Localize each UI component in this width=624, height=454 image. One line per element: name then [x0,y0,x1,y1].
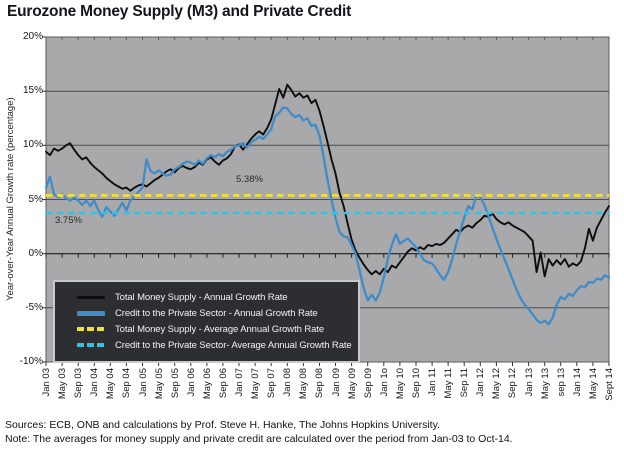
x-tick-label: Jan 14 [572,368,583,397]
solid-line-swatch [77,295,105,299]
x-tick-label: May 13 [540,368,551,400]
legend-item-label: Credit to the Private Sector- Average An… [115,339,352,351]
x-tick-label: Sep 12 [507,368,518,399]
x-tick-label: Sep 10 [411,368,422,399]
x-tick-label: Jan 05 [138,368,149,397]
credit-average-annotation: 3.75% [55,215,82,226]
x-tick-label: Sep 06 [218,368,229,399]
x-tick-label: sep 13 [556,368,567,397]
x-tick-label: Jan 08 [282,368,293,397]
x-tick-label: Sept 14 [604,368,615,401]
dashed-line-swatch [77,342,105,348]
x-tick-label: Jan 13 [524,368,535,397]
series-line [45,83,610,278]
chart-title: Eurozone Money Supply (M3) and Private C… [7,3,352,20]
y-tick-label: -10% [19,356,43,367]
x-tick-label: Sep 03 [73,368,84,399]
y-tick-label: -5% [25,302,43,313]
x-tick-label: May 07 [250,368,261,400]
x-tick-label: May 09 [347,368,358,400]
x-tick-label: Jan 06 [186,368,197,397]
solid-line-swatch [77,310,105,316]
chart-legend: Total Money Supply - Annual Growth Rate C… [53,280,360,363]
dashed-line-swatch [77,326,105,332]
legend-item-label: Total Money Supply - Average Annual Grow… [115,323,324,335]
note-line: Note: The averages for money supply and … [5,432,513,445]
x-tick-label: May 06 [202,368,213,400]
x-tick-label: May 14 [588,368,599,400]
y-tick-label: 15% [22,85,43,96]
y-tick-label: 10% [22,139,43,150]
x-tick-label: May 08 [298,368,309,400]
x-tick-label: May 10 [395,368,406,400]
legend-item: Credit to the Private Sector- Average An… [77,337,354,353]
series-line [44,106,611,326]
x-tick-label: Jan 12 [475,368,486,397]
x-tick-label: Jan 11 [427,368,438,396]
sources-line: Sources: ECB, ONB and calculations by Pr… [5,419,440,431]
x-tick-label: May 03 [57,368,68,400]
legend-item: Total Money Supply - Average Annual Grow… [77,321,354,337]
x-tick-label: May 04 [105,368,116,400]
y-tick-label: 0% [28,248,43,259]
x-tick-label: May 05 [154,368,165,400]
legend-item: Total Money Supply - Annual Growth Rate [77,289,354,305]
x-tick-label: Jan 03 [41,368,52,397]
x-tick-label: Sep 11 [459,368,470,398]
y-tick-label: 20% [22,31,43,42]
y-tick-label: 5% [28,194,43,205]
x-tick-label: Jan 07 [234,368,245,397]
x-tick-label: May 12 [491,368,502,400]
x-tick-label: Sep 05 [170,368,181,399]
x-tick-label: Jan 1o [379,368,390,397]
x-tick-label: Sep 09 [363,368,374,399]
chart-footer: Sources: ECB, ONB and calculations by Pr… [5,419,513,446]
legend-item-label: Credit to the Private Sector - Annual Gr… [115,307,318,319]
x-tick-label: Jan 09 [331,368,342,397]
x-tick-label: Jan 04 [89,368,100,397]
legend-item: Credit to the Private Sector - Annual Gr… [77,305,354,321]
legend-item-label: Total Money Supply - Annual Growth Rate [115,291,288,303]
money-supply-average-annotation: 5.38% [236,174,263,185]
x-tick-label: Sep 08 [314,368,325,399]
x-tick-label: Sep 07 [266,368,277,399]
x-tick-label: Sep 04 [121,368,132,399]
x-tick-label: May 11 [443,368,454,399]
